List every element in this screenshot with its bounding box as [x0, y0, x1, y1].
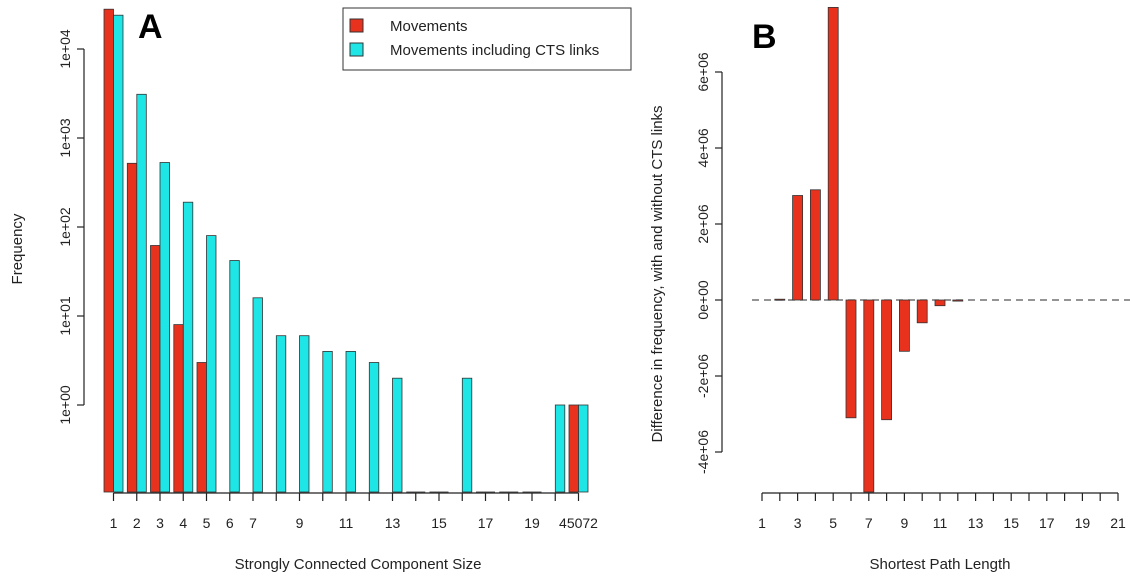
- panel-a-x-axis: 1 2 3 4 5 6 7 9 11 13 15 17 19 45072: [110, 492, 598, 531]
- bar-movements-cts-3: [159, 162, 170, 493]
- panel-a-x-tick-label: 45072: [559, 515, 598, 531]
- panel-a-x-axis-title: Strongly Connected Component Size: [235, 556, 482, 573]
- panel-a-x-tick-label: 6: [226, 515, 234, 531]
- bar-movements-cts-7: [252, 297, 263, 493]
- panel-b-bars: [774, 7, 964, 493]
- legend-box: [342, 7, 632, 71]
- panel-b-x-tick-label: 1: [758, 515, 766, 531]
- panel-b-x-axis-title: Shortest Path Length: [870, 556, 1011, 573]
- panel-b-x-tick-label: 19: [1075, 515, 1091, 531]
- bar-movements-cts-11: [345, 350, 356, 493]
- bar-difference-12: [952, 299, 964, 302]
- panel-a-x-tick-label: 4: [179, 515, 187, 531]
- panel-a-x-tick-label: 7: [249, 515, 257, 531]
- panel-a-x-tick-label: 17: [478, 515, 494, 531]
- panel-b-x-tick-label: 13: [968, 515, 984, 531]
- panel-a-x-tick-label: 11: [339, 515, 354, 531]
- panel-a-x-tick-label: 2: [133, 515, 141, 531]
- legend-label-movements: Movements: [390, 18, 468, 35]
- bar-difference-4: [810, 189, 821, 301]
- panel-a-y-tick-label: 1e+00: [57, 385, 73, 425]
- bar-difference-10: [916, 299, 928, 324]
- panel-a-x-tick-label: 19: [524, 515, 540, 531]
- panel-b-y-tick-label: 4e+06: [695, 128, 711, 168]
- bar-movements-cts-6: [229, 260, 240, 493]
- bar-difference-3: [792, 195, 803, 301]
- panel-a-x-tick-label: 15: [431, 515, 447, 531]
- panel-b-x-tick-label: 15: [1003, 515, 1019, 531]
- panel-b-letter: B: [752, 18, 777, 56]
- panel-a-y-tick-label: 1e+04: [57, 29, 73, 69]
- panel-b-y-tick-label: -4e+06: [695, 430, 711, 474]
- panel-b-x-tick-label: 7: [865, 515, 873, 531]
- panel-a-x-tick-label: 13: [385, 515, 401, 531]
- bar-difference-6: [845, 299, 857, 419]
- bar-movements-cts-20: [554, 404, 566, 493]
- panel-a-y-axis: 1e+00 1e+01 1e+02 1e+03 1e+04: [57, 29, 85, 425]
- bar-movements-cts-10: [322, 350, 333, 493]
- bar-movements-cts-13: [392, 377, 403, 493]
- panel-a-letter: A: [138, 8, 163, 46]
- bar-movements-cts-1: [113, 14, 124, 493]
- bar-difference-2: [774, 298, 786, 301]
- bar-movements-cts-12: [368, 362, 380, 493]
- panel-a-y-tick-label: 1e+01: [57, 296, 73, 336]
- legend-swatch-movements: [349, 18, 364, 33]
- panel-a-x-tick-label: 1: [110, 515, 118, 531]
- bar-difference-5: [827, 7, 839, 301]
- panel-a: A 1e+00 1e+01 1e+02 1e+03 1e+04 1 2 3 4 5 6 7 9 11 13…: [9, 7, 632, 573]
- panel-b-y-axis-title: Difference in frequency, with and withou…: [649, 105, 666, 442]
- panel-b-x-tick-label: 21: [1110, 515, 1126, 531]
- panel-a-y-tick-label: 1e+03: [57, 118, 73, 158]
- panel-b-x-tick-label: 17: [1039, 515, 1055, 531]
- legend-label-movements-cts: Movements including CTS links: [390, 42, 599, 59]
- bar-movements-3: [150, 245, 161, 493]
- bar-movements-4: [173, 324, 184, 493]
- panel-b-x-axis: 1 3 5 7 9 11 13 15 17 19 21: [758, 492, 1126, 531]
- panel-a-legend: Movements Movements including CTS links: [342, 7, 632, 71]
- panel-a-bars: [103, 8, 589, 493]
- panel-a-x-tick-label: 9: [296, 515, 304, 531]
- bar-difference-8: [881, 299, 892, 421]
- panel-b-y-tick-label: -2e+06: [695, 354, 711, 398]
- panel-b-y-tick-label: 2e+06: [695, 204, 711, 244]
- panel-b-y-tick-label: 0e+00: [695, 280, 711, 320]
- panel-b-x-tick-label: 11: [933, 515, 948, 531]
- bar-difference-7: [863, 299, 875, 493]
- bar-movements-cts-9: [299, 335, 310, 493]
- bar-movements-2: [126, 162, 138, 493]
- panel-b-x-tick-label: 9: [901, 515, 909, 531]
- legend-swatch-movements-cts: [349, 42, 364, 57]
- bar-difference-9: [899, 299, 910, 352]
- panel-a-y-tick-label: 1e+02: [57, 207, 73, 247]
- bar-movements-45072: [568, 404, 579, 493]
- panel-b-y-axis: -4e+06 -2e+06 0e+00 2e+06 4e+06 6e+06: [695, 52, 723, 474]
- bar-movements-cts-4: [182, 201, 194, 493]
- bar-movements-cts-45072: [578, 404, 589, 493]
- bar-movements-1: [103, 8, 114, 493]
- panel-b-x-tick-label: 3: [794, 515, 802, 531]
- panel-b-x-tick-label: 5: [829, 515, 837, 531]
- bar-movements-cts-5: [206, 235, 217, 493]
- bar-movements-5: [196, 362, 207, 493]
- panel-a-y-axis-title: Frequency: [9, 213, 26, 284]
- panel-b-y-tick-label: 6e+06: [695, 52, 711, 92]
- bar-movements-cts-2: [136, 93, 147, 493]
- panel-a-x-tick-label: 3: [156, 515, 164, 531]
- bar-movements-cts-16: [461, 377, 473, 493]
- panel-a-x-tick-label: 5: [203, 515, 211, 531]
- bar-difference-11: [934, 299, 946, 307]
- bar-movements-cts-8: [275, 335, 287, 493]
